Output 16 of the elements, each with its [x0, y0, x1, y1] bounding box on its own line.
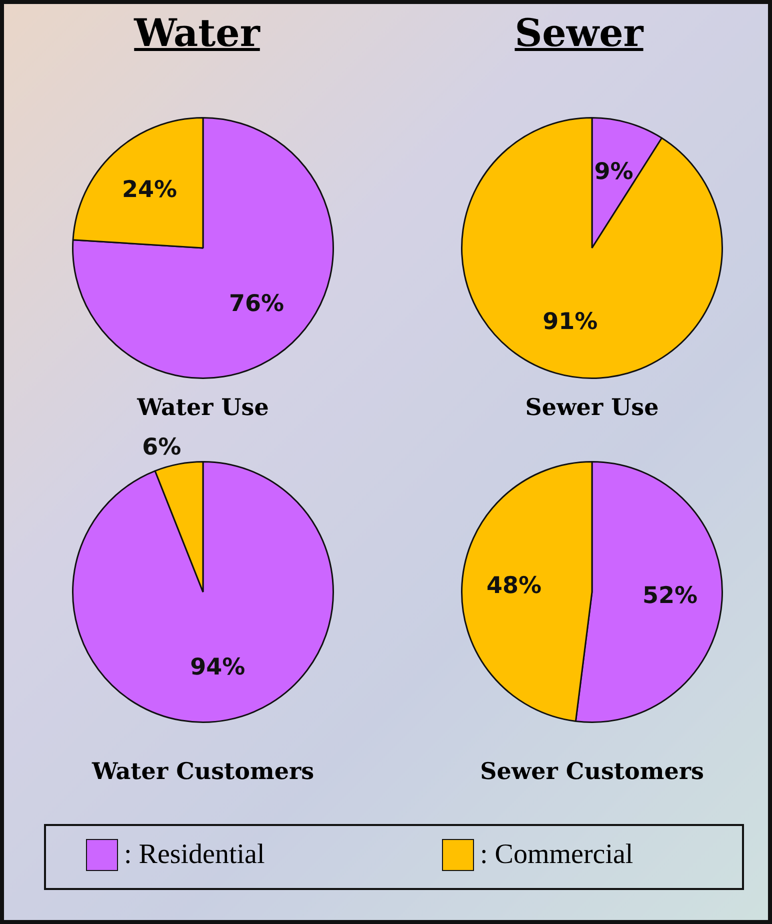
legend-label: : Residential	[124, 839, 265, 871]
text: Water	[132, 10, 262, 55]
data-label: 6%	[142, 434, 182, 460]
text: Water Customers	[90, 758, 316, 785]
text: Sewer Use	[524, 394, 660, 421]
text: Sewer Customers	[479, 758, 705, 785]
data-label: 52%	[642, 582, 698, 609]
text: Sewer	[514, 10, 645, 55]
data-label: 76%	[228, 290, 284, 317]
data-label: 94%	[190, 654, 246, 681]
data-label: 91%	[542, 309, 598, 336]
legend-label: : Commercial	[480, 839, 634, 871]
data-label: 9%	[594, 158, 634, 185]
text: Water Use	[136, 394, 270, 421]
data-label: 24%	[122, 177, 178, 203]
data-label: 48%	[486, 573, 542, 600]
